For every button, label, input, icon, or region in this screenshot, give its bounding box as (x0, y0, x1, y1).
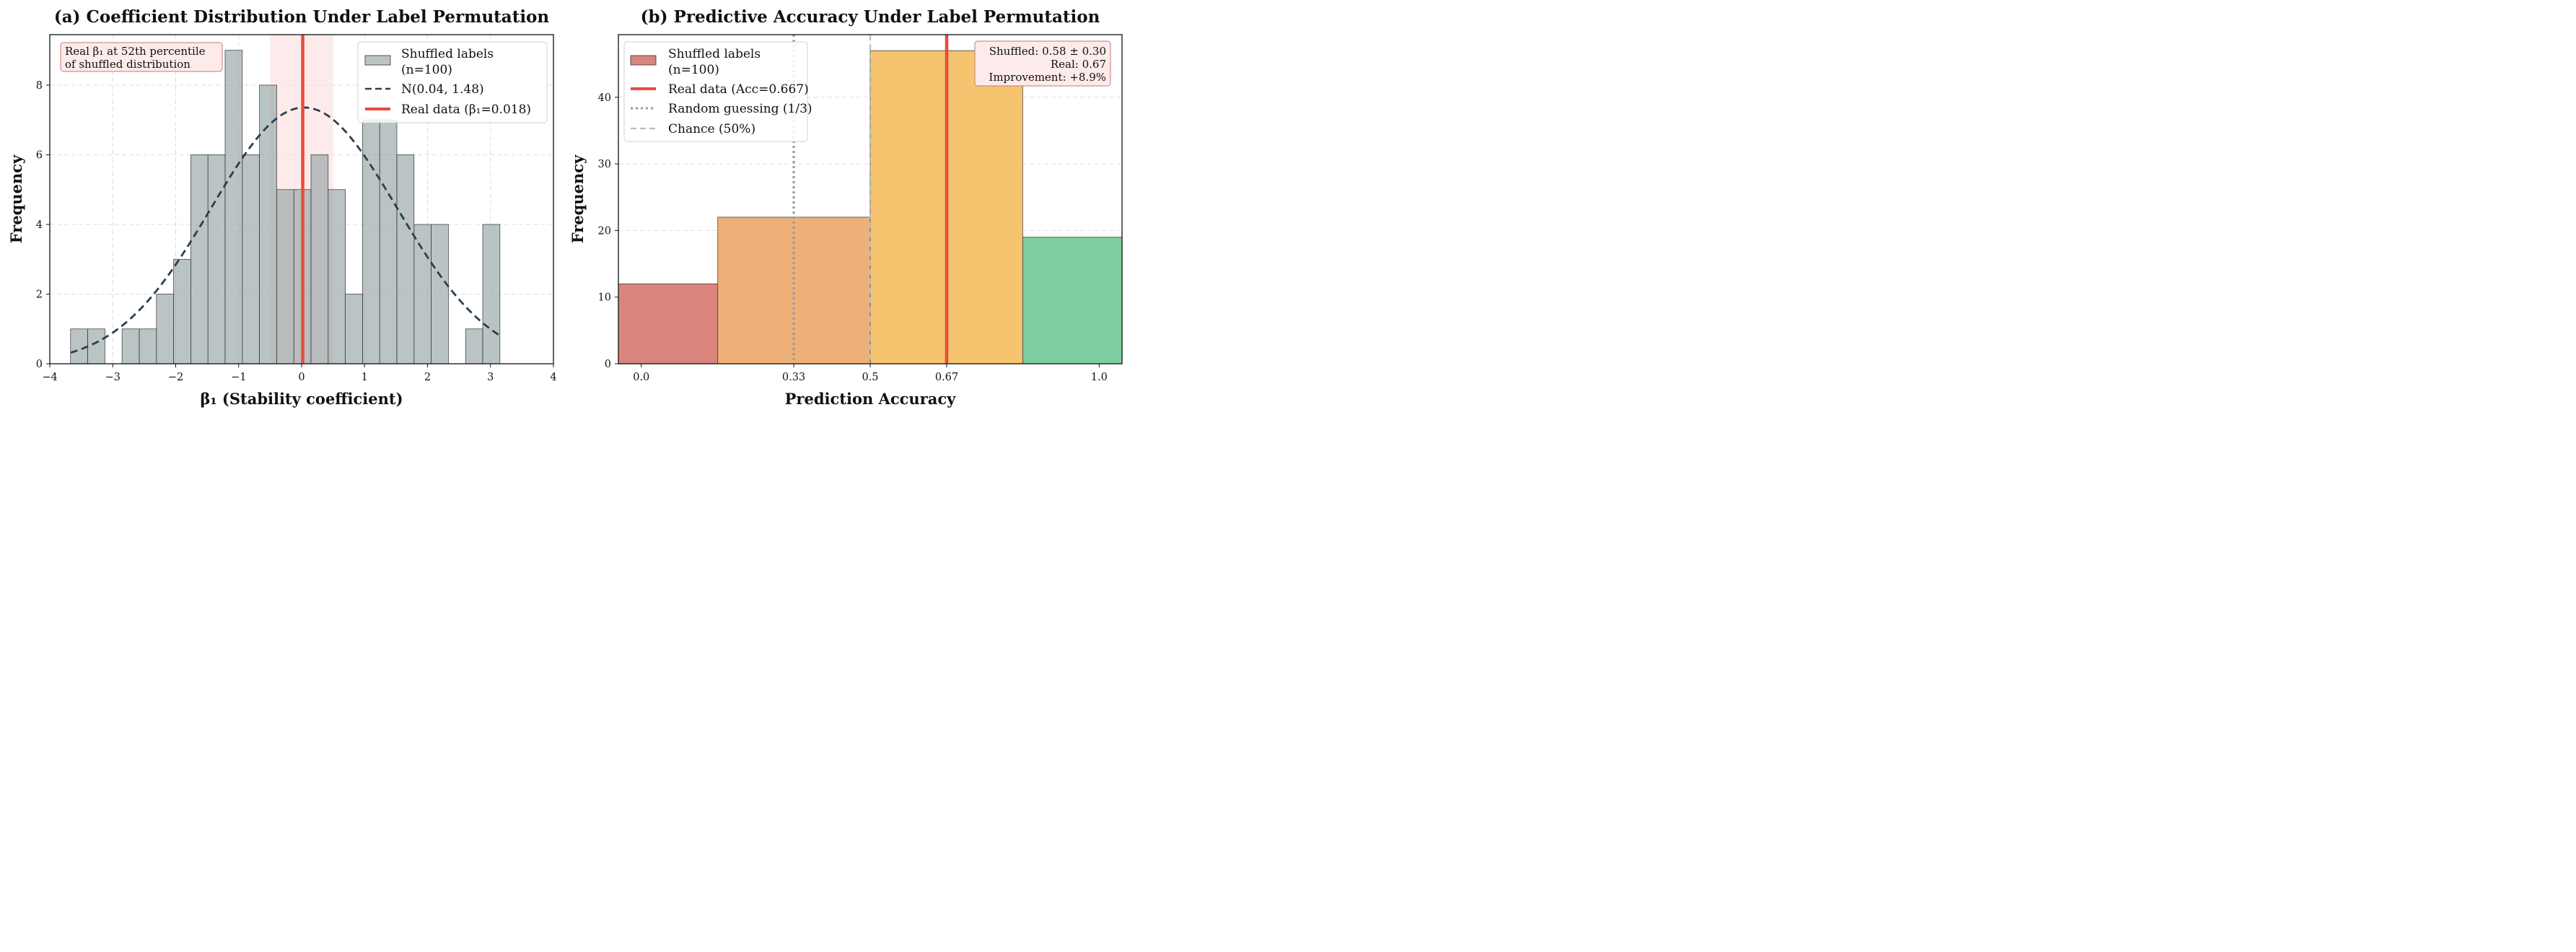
panel-a-xtick-label-8: 4 (550, 372, 556, 383)
panel-b-ytick-label-0: 0 (605, 359, 611, 370)
panel-b-legend-shuffled-line-2: (n=100) (668, 63, 719, 77)
panel-a-ytick-label-0: 0 (36, 359, 43, 370)
panel-b-bar-0 (618, 283, 719, 364)
panel-a-bar-10 (242, 154, 260, 364)
panel-a-bar-12 (276, 189, 294, 364)
panel-b-ylabel: Frequency (569, 154, 587, 243)
panel-a-normal-curve-group (70, 106, 501, 354)
panel-b-xtick-label-4: 1.0 (1091, 372, 1108, 383)
panel-a-bar-16 (345, 294, 363, 364)
panel-a-legend-marker-shuffled (364, 55, 391, 66)
figure: (a) Coefficient Distribution Under Label… (7, 7, 1123, 408)
panel-a-bar-14 (310, 154, 329, 364)
panel-a-ytick-label-1: 2 (36, 289, 43, 300)
panel-b-xtick-label-0: 0.0 (633, 372, 649, 383)
panel-b-bar-3 (1022, 237, 1123, 364)
panel-b-xlabel: Prediction Accuracy (785, 390, 957, 408)
panel-a-ytick-label-3: 6 (36, 149, 43, 161)
panel-b-title: (b) Predictive Accuracy Under Label Perm… (641, 7, 1100, 27)
panel-a-bar-19 (396, 154, 415, 364)
panel-a-ytick-label-2: 4 (36, 219, 43, 231)
panel-b-legend-marker-shuffled (630, 55, 657, 66)
panel-b-xtick-label-3: 0.67 (935, 372, 958, 383)
panel-a-chart: (a) Coefficient Distribution Under Label… (7, 7, 557, 408)
panel-b-legend-shuffled-line-1: Shuffled labels (668, 47, 761, 61)
panel-a-axes: −4 −3 −2 −1 0 1 2 3 4 0 2 4 6 8 (36, 34, 557, 383)
panel-b-annotation-line-1: Shuffled: 0.58 ± 0.30 (989, 45, 1106, 58)
panel-a-bar-23 (465, 328, 483, 364)
panel-a-bar-7 (190, 154, 209, 364)
panel-a-bar-21 (431, 224, 449, 364)
panel-b-legend-chance: Chance (50%) (668, 122, 755, 136)
panel-a-bar-1 (87, 328, 105, 364)
panel-b-annotation-line-2: Real: 0.67 (1051, 58, 1106, 71)
panel-a-legend-shuffled-line-2: (n=100) (401, 63, 452, 77)
panel-a-annotation-box (60, 42, 223, 72)
panel-a-xtick-label-6: 2 (424, 372, 431, 383)
panel-a-legend-real: Real data (β₁=0.018) (401, 102, 531, 117)
panel-a-bar-20 (413, 224, 431, 364)
panel-a-bar-18 (379, 119, 398, 364)
panel-a-legend-box (357, 41, 548, 123)
panel-b-annotation: Shuffled: 0.58 ± 0.30 Real: 0.67 Improve… (974, 40, 1111, 87)
panel-a-xlabel: β₁ (Stability coefficient) (200, 390, 403, 408)
panel-a-legend-shuffled-line-1: Shuffled labels (401, 47, 494, 61)
panel-b-ytick-label-3: 30 (598, 159, 611, 170)
panel-a-bar-8 (207, 154, 226, 364)
panel-b-legend-box (623, 41, 808, 142)
panel-a-bar-9 (224, 50, 243, 364)
panel-b-reference-lines (792, 35, 949, 364)
panel-a-normal-curve (70, 106, 501, 354)
panel-a-annotation-line-2: of shuffled distribution (65, 58, 190, 71)
panel-b-ytick-label-4: 40 (598, 92, 611, 104)
panel-a-legend-normal: N(0.04, 1.48) (401, 82, 484, 97)
panel-a-xtick-label-5: 1 (362, 372, 368, 383)
panel-b-annotation-line-3: Improvement: +8.9% (989, 71, 1106, 84)
panel-b-annotation-box (974, 40, 1111, 87)
panel-a-bar-24 (482, 224, 501, 364)
panel-a-bar-4 (139, 328, 157, 364)
panel-a-bar-5 (156, 294, 174, 364)
panel-a-xtick-label-3: −1 (231, 372, 246, 383)
panel-b-legend-random: Random guessing (1/3) (668, 102, 812, 116)
panel-b-ytick-label-2: 20 (598, 225, 611, 237)
panel-a-annotation: Real β₁ at 52th percentile of shuffled d… (60, 42, 223, 72)
panel-a-annotation-line-1: Real β₁ at 52th percentile (65, 45, 206, 58)
panel-a-xtick-label-1: −3 (105, 372, 121, 383)
panel-b-axes: 0.0 0.33 0.5 0.67 1.0 0 10 20 30 40 (598, 34, 1123, 383)
panel-a-xtick-label-7: 3 (487, 372, 494, 383)
panel-b-xtick-label-1: 0.33 (782, 372, 805, 383)
panel-b-chart: (b) Predictive Accuracy Under Label Perm… (569, 7, 1123, 408)
panel-a-legend: Shuffled labels (n=100) N(0.04, 1.48) Re… (357, 41, 548, 123)
panel-b-legend-real: Real data (Acc=0.667) (668, 82, 809, 97)
panel-a-xtick-label-4: 0 (298, 372, 305, 383)
panel-a-xtick-label-0: −4 (42, 372, 57, 383)
panel-a-bar-0 (70, 328, 88, 364)
panel-b-xtick-label-2: 0.5 (862, 372, 878, 383)
panel-a-ytick-label-4: 8 (36, 80, 43, 92)
panel-a-bar-15 (328, 189, 346, 364)
panel-a-xtick-label-2: −2 (168, 372, 183, 383)
panel-a-bar-3 (121, 328, 140, 364)
panel-b-ytick-label-1: 10 (598, 292, 611, 304)
panel-a-bar-6 (173, 258, 191, 364)
panel-a-ylabel: Frequency (7, 154, 25, 243)
panel-a-title: (a) Coefficient Distribution Under Label… (54, 7, 550, 27)
panel-b-legend: Shuffled labels (n=100) Real data (Acc=0… (623, 41, 812, 142)
panel-b-bar-1 (717, 217, 871, 364)
